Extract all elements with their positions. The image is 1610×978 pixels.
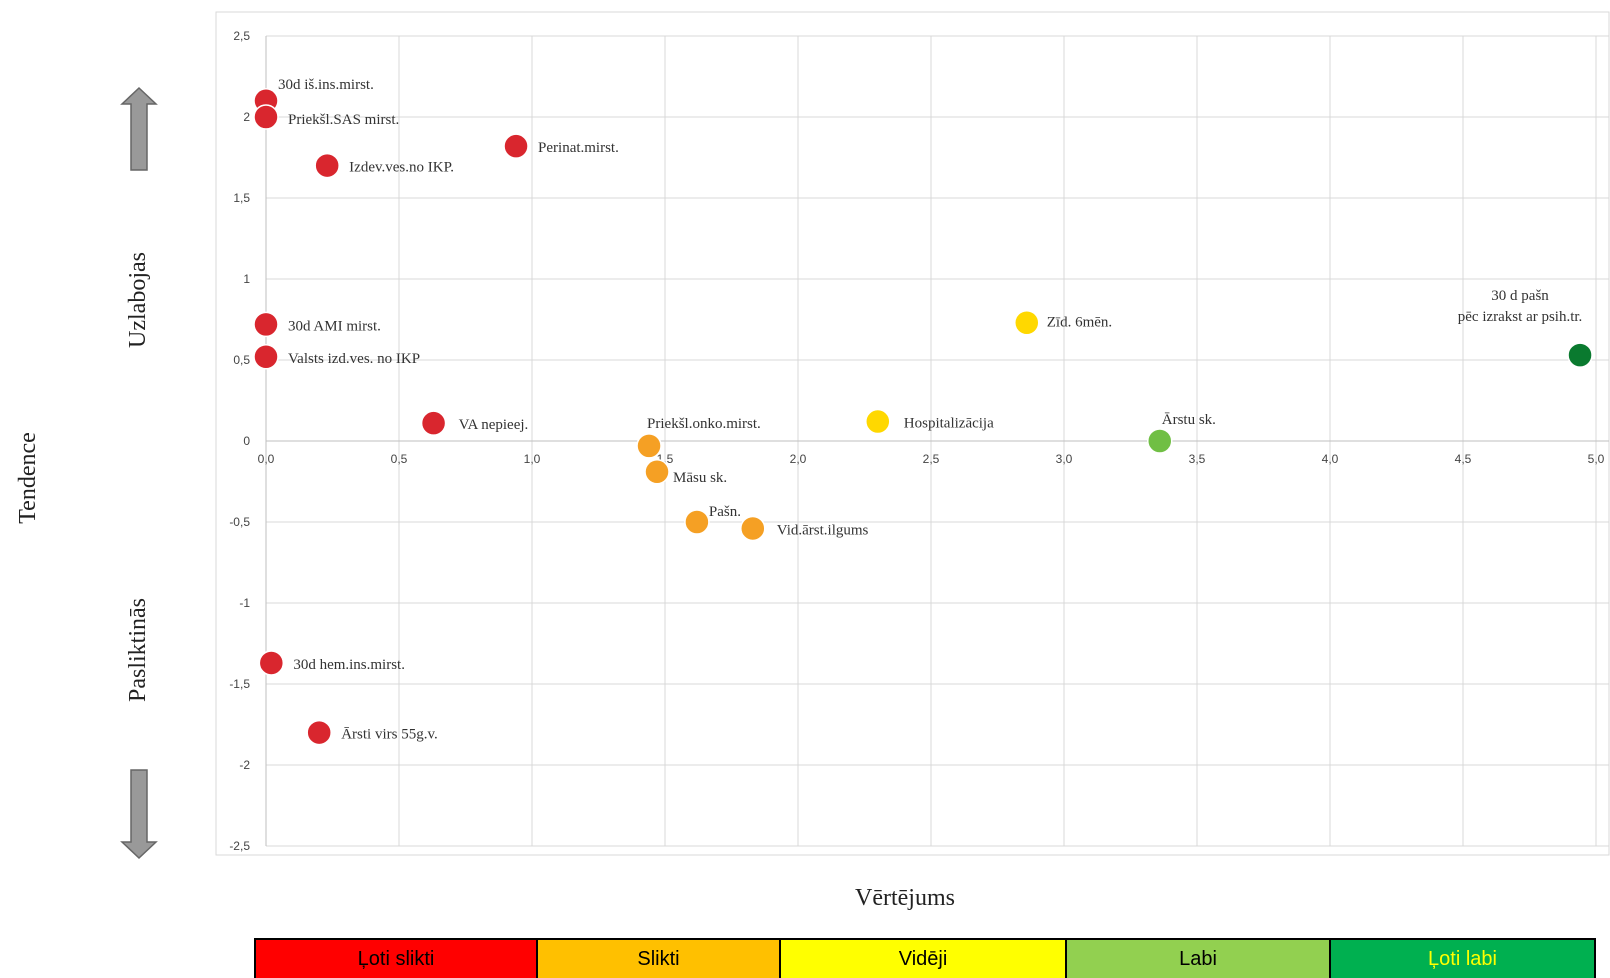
data-point (1147, 428, 1173, 454)
x-tick-label: 0,5 (391, 452, 408, 466)
data-point (503, 133, 529, 159)
y-axis-title: Tendence (15, 432, 41, 524)
y-tick-label: 2,5 (233, 29, 250, 43)
point-label: Zīd. 6mēn. (1047, 315, 1112, 331)
x-tick-label: 0,0 (258, 452, 275, 466)
up-arrow-icon (120, 86, 158, 171)
data-point (420, 410, 447, 436)
y-tick-label: -2 (239, 758, 250, 772)
point-labels: 30d iš.ins.mirst. Priekšl.SAS mirst. Izdev… (278, 77, 1582, 743)
x-tick-label: 3,0 (1056, 452, 1073, 466)
data-point (306, 719, 332, 746)
point-label: Perinat.mirst. (538, 140, 619, 156)
data-point (253, 311, 279, 338)
x-tick-labels: 0,0 0,5 1,0 1,5 2,0 2,5 3,0 3,5 4,0 4,5 5,0 (258, 452, 1605, 466)
data-point (1567, 342, 1593, 368)
point-label: 30d hem.ins.mirst. (293, 657, 405, 673)
point-label: Ārstu sk. (1162, 412, 1216, 428)
x-tick-label: 4,0 (1322, 452, 1339, 466)
point-label: VA nepieej. (459, 417, 529, 433)
point-label: 30d AMI mirst. (288, 318, 381, 334)
point-label: Valsts izd.ves. no IKP (288, 351, 420, 367)
y-tick-label: 1,5 (233, 191, 250, 205)
y-tick-label: -1,5 (229, 677, 250, 691)
point-label: Izdev.ves.no IKP. (349, 160, 454, 176)
y-tick-label: -1 (239, 596, 250, 610)
point-label: Ārsti virs 55g.v. (341, 727, 438, 743)
y-tick-label: 1 (243, 272, 250, 286)
data-point (865, 408, 891, 435)
x-tick-label: 4,5 (1455, 452, 1472, 466)
data-point (636, 433, 662, 459)
y-tick-label: -0,5 (229, 515, 250, 529)
data-point (684, 509, 710, 535)
data-point (253, 344, 279, 370)
legend-item: Slikti (538, 940, 781, 978)
lower-label: Pasliktinās (125, 598, 151, 702)
grid (266, 35, 1609, 847)
legend-item: Ļoti slikti (256, 940, 538, 978)
point-label: Hospitalizācija (904, 416, 994, 432)
data-point (1014, 309, 1040, 336)
point-label: 30d iš.ins.mirst. (278, 77, 374, 93)
point-label: 30 d pašn pēc izrakst ar psih.tr. (1458, 288, 1583, 325)
data-point (253, 104, 279, 130)
point-label: Māsu sk. (673, 470, 727, 486)
plot-frame (215, 11, 1610, 856)
point-label: Priekšl.onko.mirst. (647, 416, 761, 432)
legend-item: Ļoti labi (1331, 940, 1594, 978)
data-points (253, 88, 1593, 746)
x-axis-title: Vērtējums (855, 885, 955, 911)
legend-item: Vidēji (781, 940, 1067, 978)
point-label: Pašn. (709, 504, 741, 520)
y-tick-labels: 2,5 2 1,5 1 0,5 0 -0,5 -1 -1,5 -2 -2,5 (229, 29, 250, 853)
point-label: Priekšl.SAS mirst. (288, 112, 399, 128)
data-point (644, 459, 670, 485)
y-tick-label: 0,5 (233, 353, 250, 367)
y-tick-label: -2,5 (229, 839, 250, 853)
scatter-chart: 2,5 2 1,5 1 0,5 0 -0,5 -1 -1,5 -2 -2,5 0,0 0,5 1,0 1,… (15, 11, 1610, 911)
down-arrow-icon (120, 769, 158, 860)
axes (265, 36, 1609, 846)
data-point (740, 515, 766, 542)
rating-legend: Ļoti slikti Slikti Vidēji Labi Ļoti labi (254, 938, 1596, 978)
y-tick-label: 2 (243, 110, 250, 124)
x-tick-label: 5,0 (1588, 452, 1605, 466)
x-tick-label: 3,5 (1189, 452, 1206, 466)
data-point (314, 152, 340, 179)
legend-item: Labi (1067, 940, 1331, 978)
x-tick-label: 2,5 (923, 452, 940, 466)
point-label: Vid.ārst.ilgums (777, 522, 869, 538)
upper-label: Uzlabojas (125, 252, 151, 348)
y-tick-label: 0 (243, 434, 250, 448)
x-tick-label: 2,0 (790, 452, 807, 466)
x-tick-label: 1,0 (524, 452, 541, 466)
data-point (258, 650, 285, 676)
